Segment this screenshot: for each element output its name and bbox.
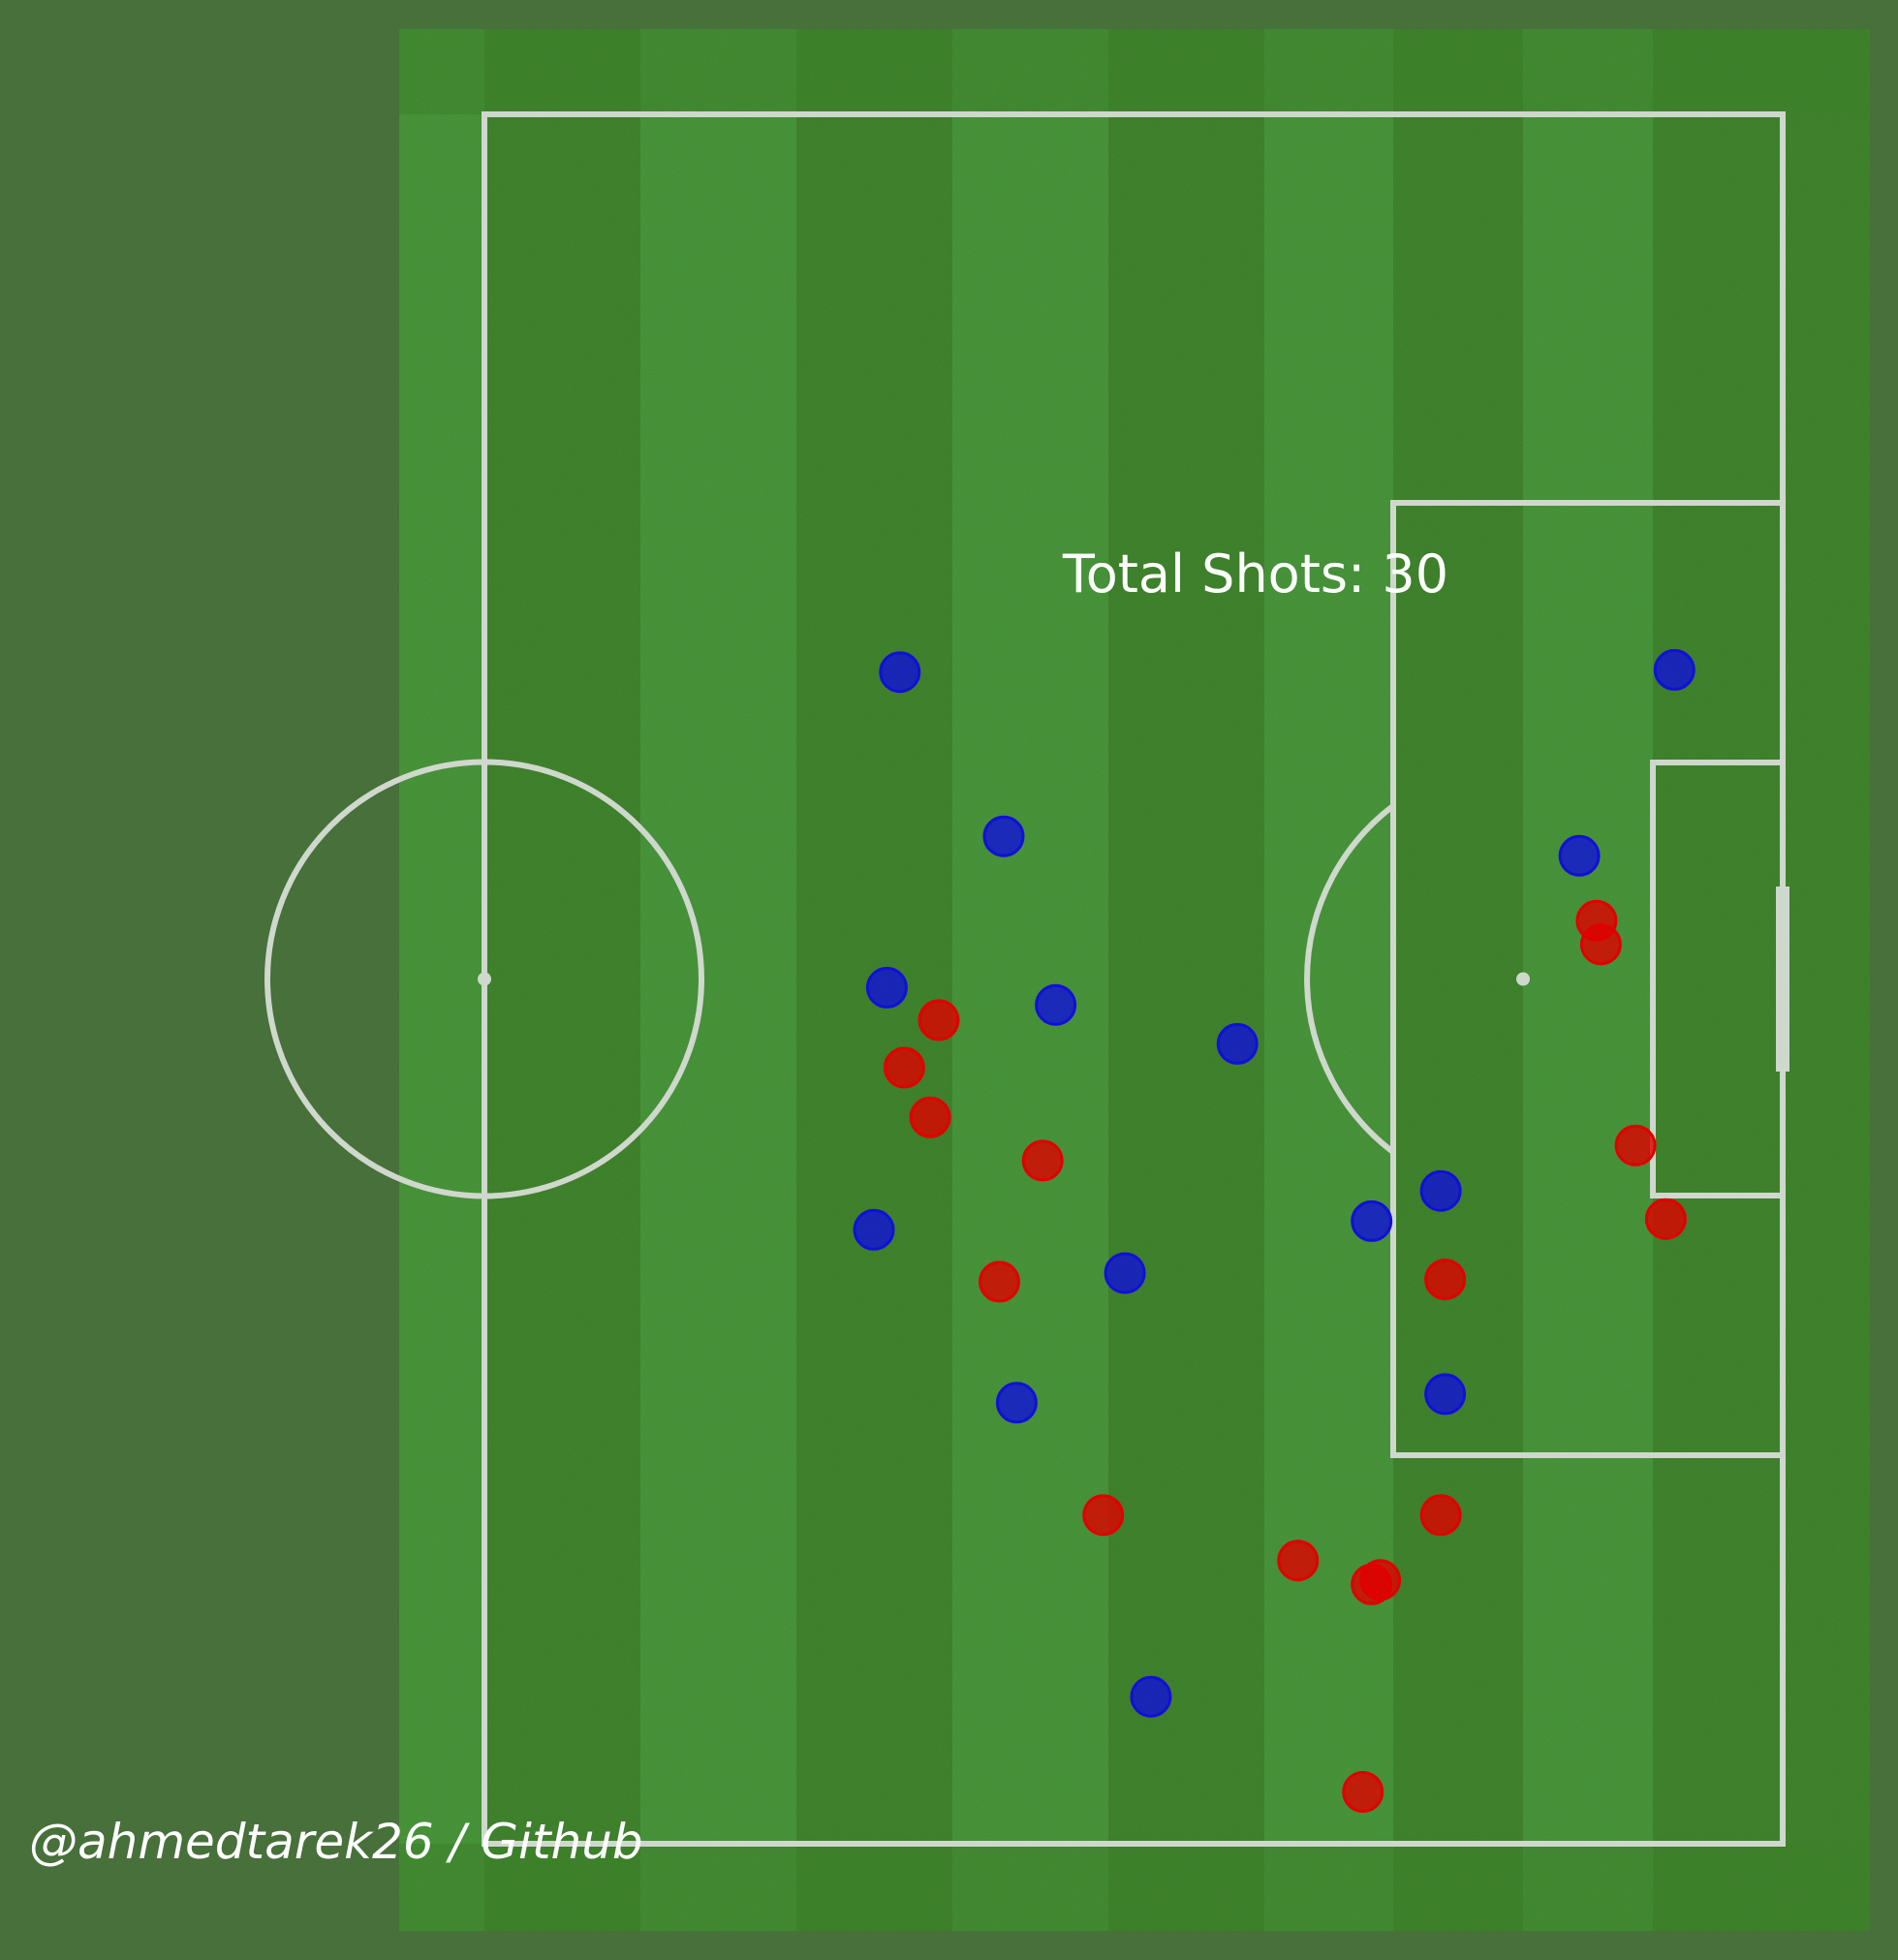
shot-marker: [1419, 1169, 1462, 1212]
shot-marker: [1351, 1199, 1393, 1242]
shot-marker: [909, 1096, 951, 1138]
pitch-markings: [264, 111, 1789, 1847]
shot-marker: [1216, 1022, 1259, 1065]
shot-marker: [1644, 1198, 1687, 1240]
shot-marker: [982, 815, 1025, 857]
shot-marker: [1082, 1494, 1125, 1537]
shot-marker: [1359, 1559, 1402, 1602]
shot-marker: [1653, 648, 1696, 691]
shot-marker: [918, 999, 960, 1042]
penalty-arc: [1304, 803, 1395, 1155]
shot-marker: [1104, 1252, 1146, 1294]
chart-title: Total Shots: 30: [1062, 544, 1448, 605]
shot-marker: [1021, 1139, 1064, 1182]
shot-marker: [853, 1208, 895, 1251]
pitch-grain: [399, 29, 1870, 1931]
shot-marker: [995, 1382, 1038, 1424]
center-spot: [478, 972, 491, 986]
shot-marker: [1419, 1494, 1462, 1537]
shot-marker: [1277, 1540, 1320, 1582]
shot-markers: [853, 648, 1696, 1813]
watermark-credit: @ahmedtarek26 / Github: [29, 1814, 643, 1870]
penalty-spot: [1516, 972, 1530, 986]
shot-marker: [1130, 1675, 1172, 1718]
shot-marker: [865, 966, 908, 1009]
shot-marker: [1424, 1259, 1467, 1301]
shot-marker: [1614, 1124, 1657, 1167]
shot-marker: [979, 1260, 1020, 1303]
shot-marker: [1342, 1771, 1385, 1813]
shot-marker: [879, 651, 921, 694]
shot-marker: [1579, 923, 1622, 966]
center-circle: [264, 759, 704, 1199]
shot-marker: [1035, 983, 1077, 1026]
shot-marker: [883, 1046, 925, 1089]
shot-marker: [1424, 1373, 1467, 1416]
shot-marker: [1558, 834, 1601, 877]
